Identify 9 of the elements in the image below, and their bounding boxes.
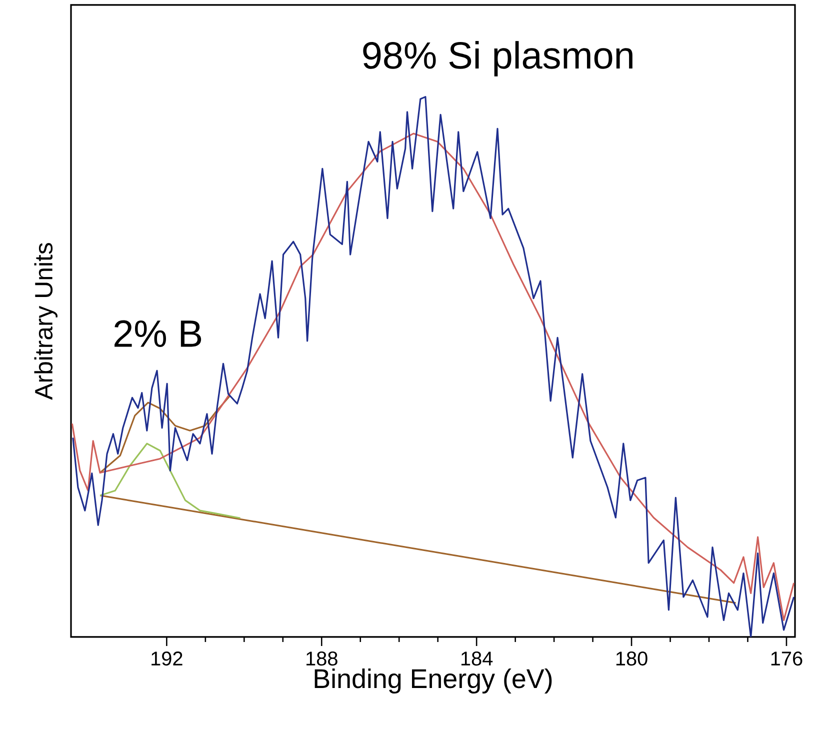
y-axis-title: Arbitrary Units [34,243,58,400]
x-axis-title: Binding Energy (eV) [314,668,552,694]
x-tick-label: 192 [152,652,182,666]
text: 98% Si plasmon [363,41,632,76]
annotation: 2% B [114,320,202,347]
x-tick-label: 180 [616,652,648,666]
x-tick-label: 188 [306,652,338,666]
x-tick-label: 176 [771,652,802,666]
x-tick-label: 184 [461,652,493,666]
